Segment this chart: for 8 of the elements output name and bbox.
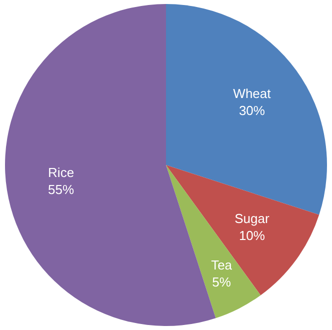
data-label: 10% (238, 228, 266, 244)
slice-label: Wheat (233, 86, 272, 102)
slice-label: Rice (48, 165, 74, 180)
slice-label: Tea (211, 258, 233, 273)
data-label: 5% (212, 274, 232, 290)
data-label: 55% (48, 182, 74, 198)
data-label: 30% (238, 103, 266, 118)
slice-label: Sugar (234, 211, 270, 226)
